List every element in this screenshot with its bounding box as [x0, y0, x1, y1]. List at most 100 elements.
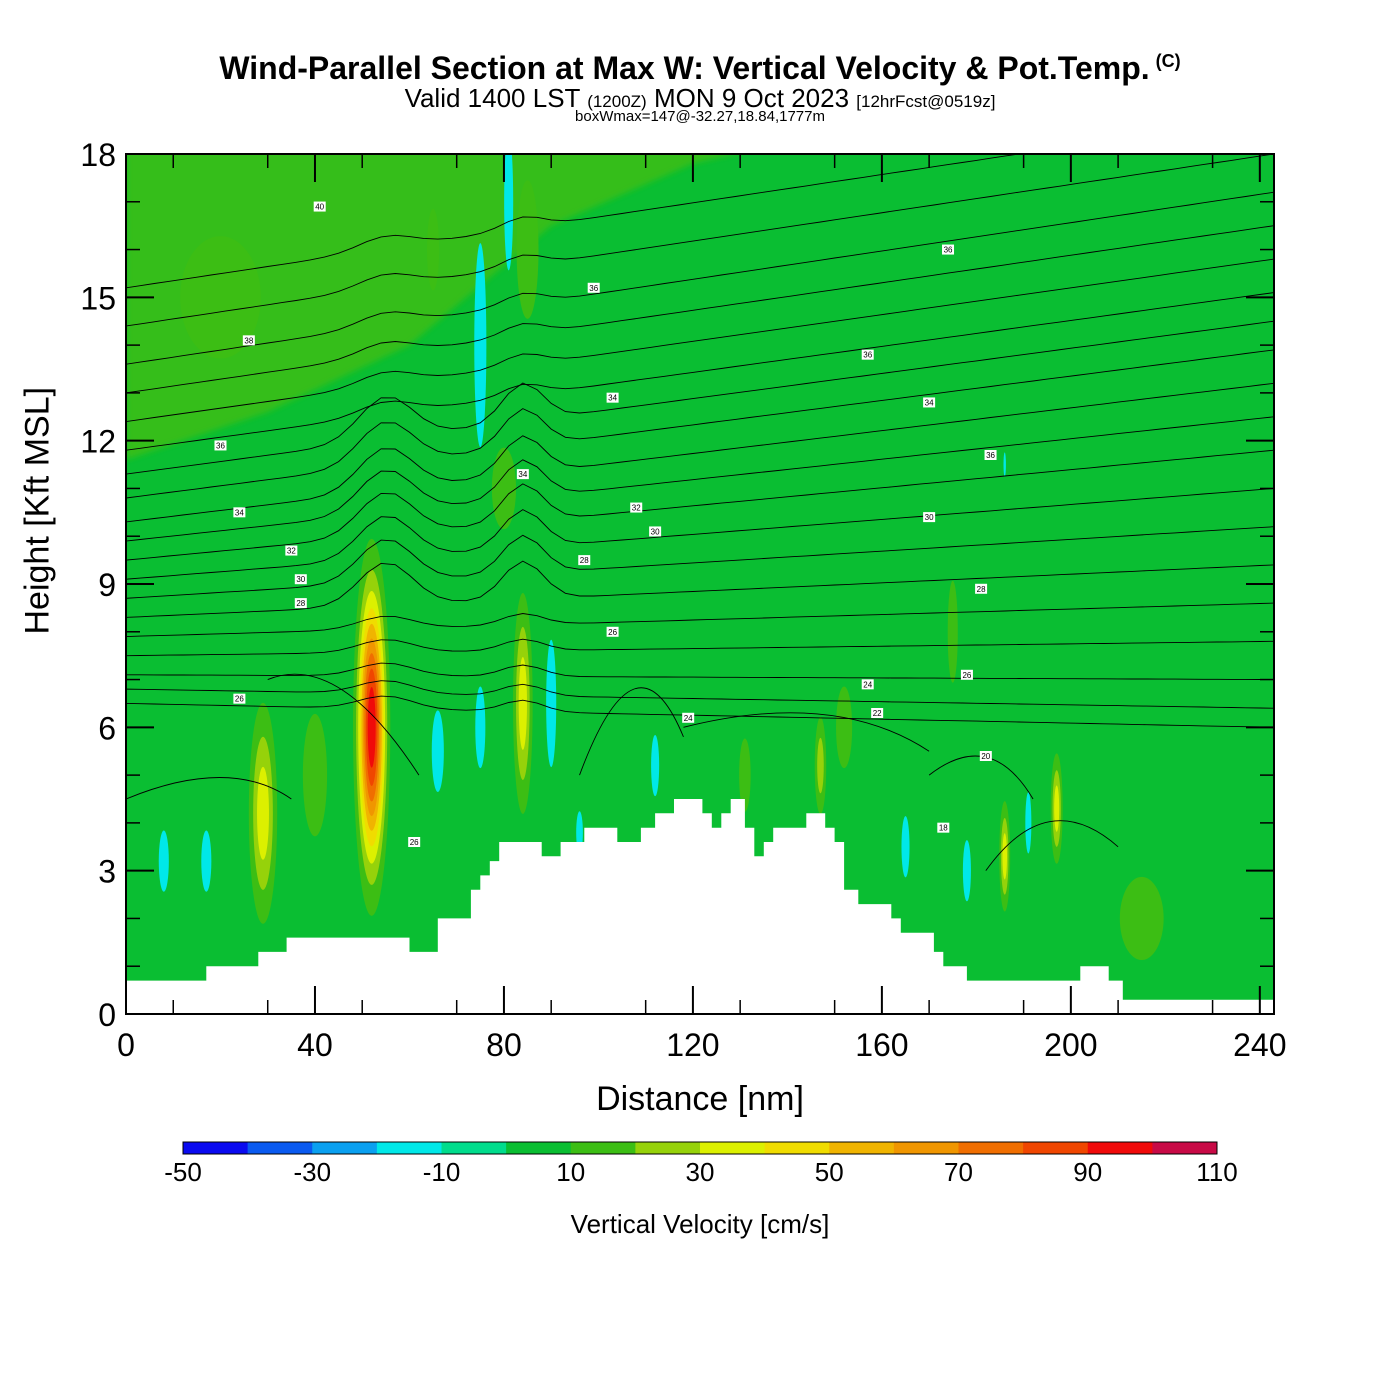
x-tick-label: 40: [297, 1027, 333, 1063]
colorbar-tick-label: -30: [293, 1157, 331, 1187]
contour-label-text: 34: [608, 394, 617, 403]
updraft-12-0: [947, 580, 958, 683]
isentrope-16: [126, 662, 1274, 681]
contour-label-text: 24: [863, 680, 872, 689]
downdraft-8-0: [901, 816, 910, 878]
colorbar-swatch-8: [700, 1142, 766, 1154]
x-tick-label: 160: [855, 1027, 908, 1063]
contour-label-bg: [606, 392, 619, 403]
isentrope-18: [126, 695, 1274, 728]
contour-label-text: 32: [632, 504, 641, 513]
colorbar-swatch-7: [635, 1142, 701, 1154]
contour-label-26: 20: [979, 751, 992, 761]
colorbar-tick-label: 50: [815, 1157, 844, 1187]
contour-label-19: 34: [923, 397, 936, 408]
contour-label-text: 26: [410, 838, 419, 847]
colorbar-swatch-4: [441, 1142, 507, 1154]
contour-label-15: 26: [606, 626, 619, 637]
contour-label-text: 30: [925, 513, 934, 522]
contour-label-text: 36: [986, 451, 995, 460]
contour-label-14: 28: [578, 555, 591, 566]
downdraft-7-0: [651, 734, 660, 797]
contour-label-bg: [233, 507, 246, 518]
updraft-9-0: [491, 447, 517, 530]
x-tick-label: 0: [117, 1027, 135, 1063]
colorbar-swatch-2: [312, 1142, 378, 1154]
contour-label-bg: [975, 583, 988, 594]
isentrope-13: [126, 560, 1274, 618]
contour-label-bg: [923, 512, 936, 523]
contour-label-bg: [861, 349, 874, 360]
colorbar-swatch-3: [376, 1142, 442, 1154]
contour-label-text: 26: [608, 628, 617, 637]
isentrope-8: [126, 382, 1274, 523]
terrain-mask: [126, 799, 1274, 1014]
boxwmax-info: boxWmax=147@-32.27,18.84,1777m: [575, 108, 825, 125]
contour-label-bg: [942, 244, 955, 255]
x-tick-label: 80: [486, 1027, 522, 1063]
contour-label-text: 20: [981, 752, 990, 761]
updraft-0-8: [367, 687, 376, 768]
x-tick-label: 240: [1233, 1027, 1286, 1063]
low-isentrope-2: [579, 687, 684, 776]
contour-label-2: 36: [214, 440, 227, 451]
contour-label-5: 30: [294, 574, 307, 585]
downdraft-11-0: [1003, 452, 1006, 477]
updraft-13-0: [1119, 876, 1164, 961]
isentrope-1: [126, 154, 1274, 327]
colorbar-swatch-11: [893, 1142, 959, 1154]
valid-utc: (1200Z): [587, 92, 647, 111]
contour-label-bg: [606, 626, 619, 637]
low-isentrope-0: [126, 777, 292, 800]
x-tick-label: 120: [666, 1027, 719, 1063]
contour-label-text: 26: [962, 671, 971, 680]
colorbar-swatch-5: [506, 1142, 572, 1154]
contour-label-text: 22: [873, 709, 882, 718]
contour-label-text: 28: [977, 585, 986, 594]
contour-label-bg: [294, 574, 307, 585]
updraft-1-2: [257, 766, 269, 860]
colorbar-label: Vertical Velocity [cm/s]: [571, 1209, 830, 1239]
colorbar-swatch-9: [764, 1142, 830, 1154]
colorbar-tick-label: 30: [686, 1157, 715, 1187]
updraft-6-0: [739, 738, 751, 812]
contour-label-text: 36: [216, 441, 225, 450]
contour-label-7: 26: [233, 693, 246, 704]
isentrope-15: [126, 638, 1274, 657]
copyright-mark: (C): [1155, 51, 1181, 71]
isentrope-5: [126, 292, 1274, 451]
isentrope-2: [126, 191, 1274, 365]
low-isentrope-5: [985, 820, 1119, 871]
downdraft-1-0: [201, 830, 212, 892]
downdraft-0-0: [158, 830, 169, 892]
contour-label-10: 34: [516, 469, 529, 480]
updraft-5-1: [817, 737, 824, 794]
colorbar-swatch-15: [1152, 1142, 1218, 1154]
contour-label-bg: [649, 526, 662, 537]
contour-label-text: 24: [684, 714, 693, 723]
x-axis: 0 40 80 120 160 200 240: [117, 154, 1287, 1063]
isentrope-3: [126, 225, 1274, 394]
chart-title-main: Wind-Parallel Section at Max W: Vertical…: [219, 50, 1150, 86]
contour-label-text: 34: [235, 508, 244, 517]
contour-label-bg: [285, 545, 298, 556]
contour-label-8: 26: [408, 837, 421, 847]
valid-day: MON 9 Oct 2023: [653, 83, 850, 113]
updraft-7-0: [836, 686, 853, 769]
contour-label-text: 38: [244, 336, 253, 345]
isentrope-14: [126, 602, 1274, 638]
contour-label-bg: [233, 693, 246, 704]
contour-label-22: 28: [975, 583, 988, 594]
contour-label-text: 36: [944, 246, 953, 255]
contour-label-text: 36: [863, 351, 872, 360]
contour-label-bg: [937, 822, 950, 833]
contour-label-text: 32: [287, 547, 296, 556]
contour-label-9: 36: [587, 282, 600, 293]
valid-prefix: Valid 1400 LST: [404, 83, 580, 113]
isentrope-6: [126, 320, 1274, 475]
contour-label-17: 36: [942, 244, 955, 255]
x-tick-label: 200: [1044, 1027, 1097, 1063]
downdraft-10-0: [1025, 792, 1032, 854]
contour-label-6: 28: [294, 598, 307, 609]
